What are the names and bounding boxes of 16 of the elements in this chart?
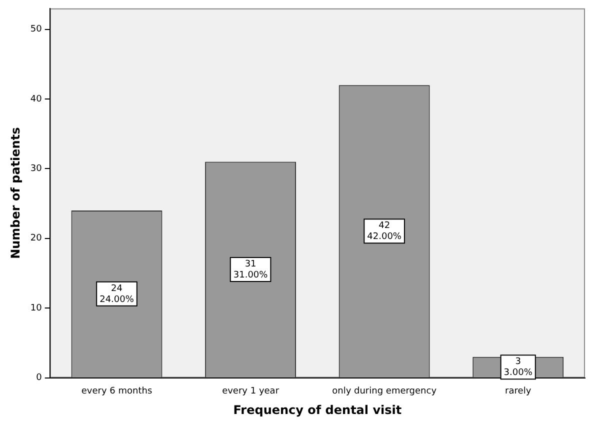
y-tick-label: 20 — [30, 234, 42, 244]
y-tick-label: 40 — [30, 94, 42, 104]
data-label: 31 31.00% — [233, 259, 268, 280]
y-axis-title: Number of patients — [8, 127, 22, 259]
y-tick-label: 0 — [36, 373, 42, 384]
y-tick-label: 50 — [30, 24, 42, 35]
y-tick-label: 10 — [30, 303, 42, 314]
data-label: 42 42.00% — [367, 221, 402, 242]
x-tick-label: every 6 months — [81, 386, 152, 397]
x-tick-label: rarely — [505, 386, 532, 397]
x-tick-label: every 1 year — [222, 386, 280, 397]
data-label: 3 3.00% — [504, 356, 533, 378]
x-tick-label: only during emergency — [332, 386, 438, 397]
x-axis-title: Frequency of dental visit — [233, 402, 402, 417]
data-label: 24 24.00% — [100, 284, 134, 305]
y-tick-label: 30 — [30, 164, 42, 174]
